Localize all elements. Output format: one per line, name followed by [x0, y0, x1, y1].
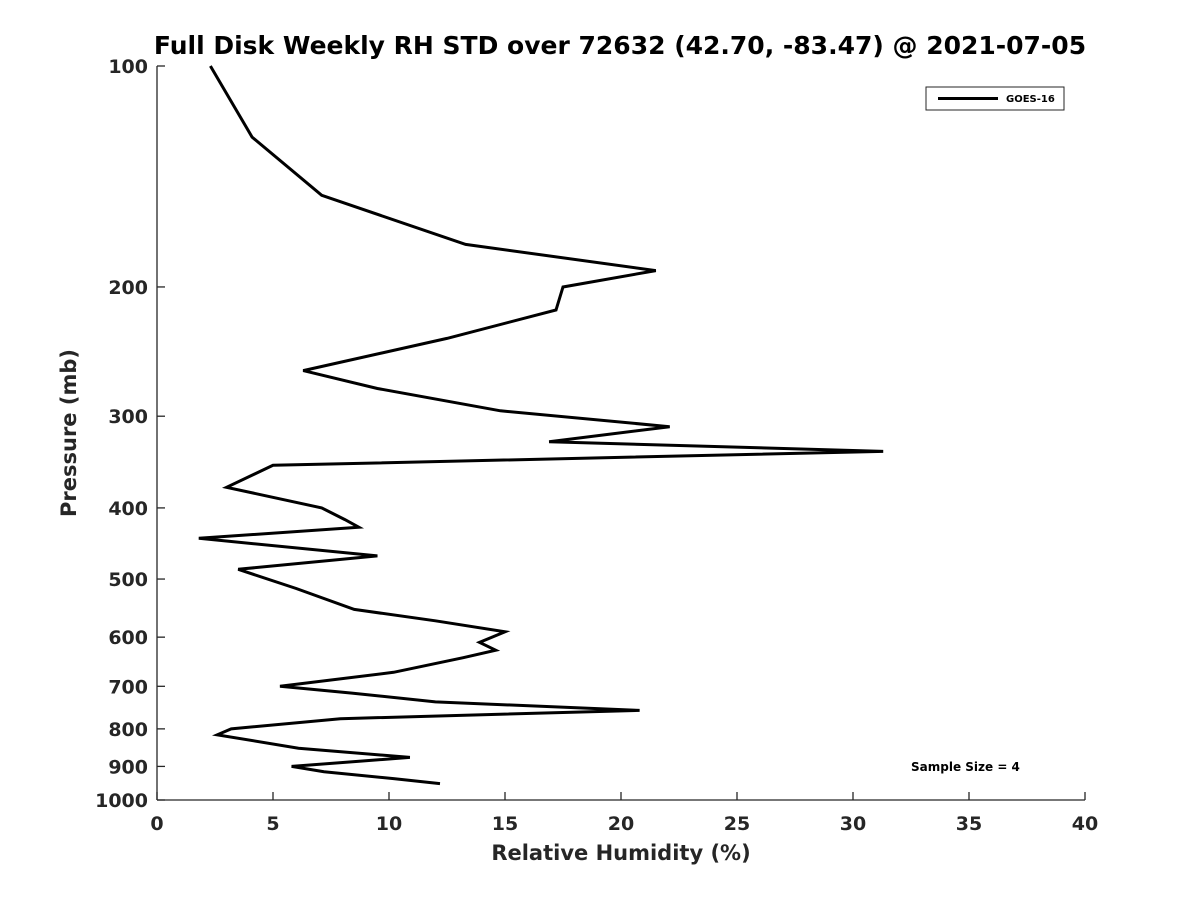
- plot-area: 0 5 10 15 20 25 30 35 40 100 200 300 400 500 600 700 80…: [95, 56, 1098, 835]
- y-tick-label: 100: [108, 56, 148, 78]
- y-tick-label: 600: [108, 627, 148, 649]
- x-tick-label: 15: [492, 813, 518, 835]
- x-tick-label: 35: [956, 813, 982, 835]
- chart-title: Full Disk Weekly RH STD over 72632 (42.7…: [154, 31, 1086, 60]
- x-tick-label: 40: [1072, 813, 1098, 835]
- x-axis-label: Relative Humidity (%): [491, 841, 750, 865]
- y-tick-label: 700: [108, 676, 148, 698]
- x-tick-label: 25: [724, 813, 750, 835]
- x-tick-label: 0: [150, 813, 163, 835]
- y-tick-label: 800: [108, 719, 148, 741]
- sample-size-annotation: Sample Size = 4: [911, 760, 1020, 774]
- y-axis-label: Pressure (mb): [57, 349, 81, 517]
- y-tick-label: 500: [108, 569, 148, 591]
- x-tick-label: 20: [608, 813, 634, 835]
- x-tick-label: 10: [376, 813, 402, 835]
- y-tick-label: 1000: [95, 790, 148, 812]
- x-tick-label: 5: [266, 813, 279, 835]
- legend: GOES-16: [925, 86, 1065, 111]
- y-tick-label: 900: [108, 756, 148, 778]
- x-tick-label: 30: [840, 813, 866, 835]
- y-tick-label: 200: [108, 277, 148, 299]
- legend-label-goes-16: GOES-16: [1006, 94, 1055, 105]
- y-tick-label: 300: [108, 406, 148, 428]
- y-tick-label: 400: [108, 498, 148, 520]
- y-ticks: 100 200 300 400 500 600 700 800 900 1000: [95, 56, 165, 812]
- x-ticks: 0 5 10 15 20 25 30 35 40: [150, 792, 1098, 835]
- series-line-goes-16: [198, 65, 884, 786]
